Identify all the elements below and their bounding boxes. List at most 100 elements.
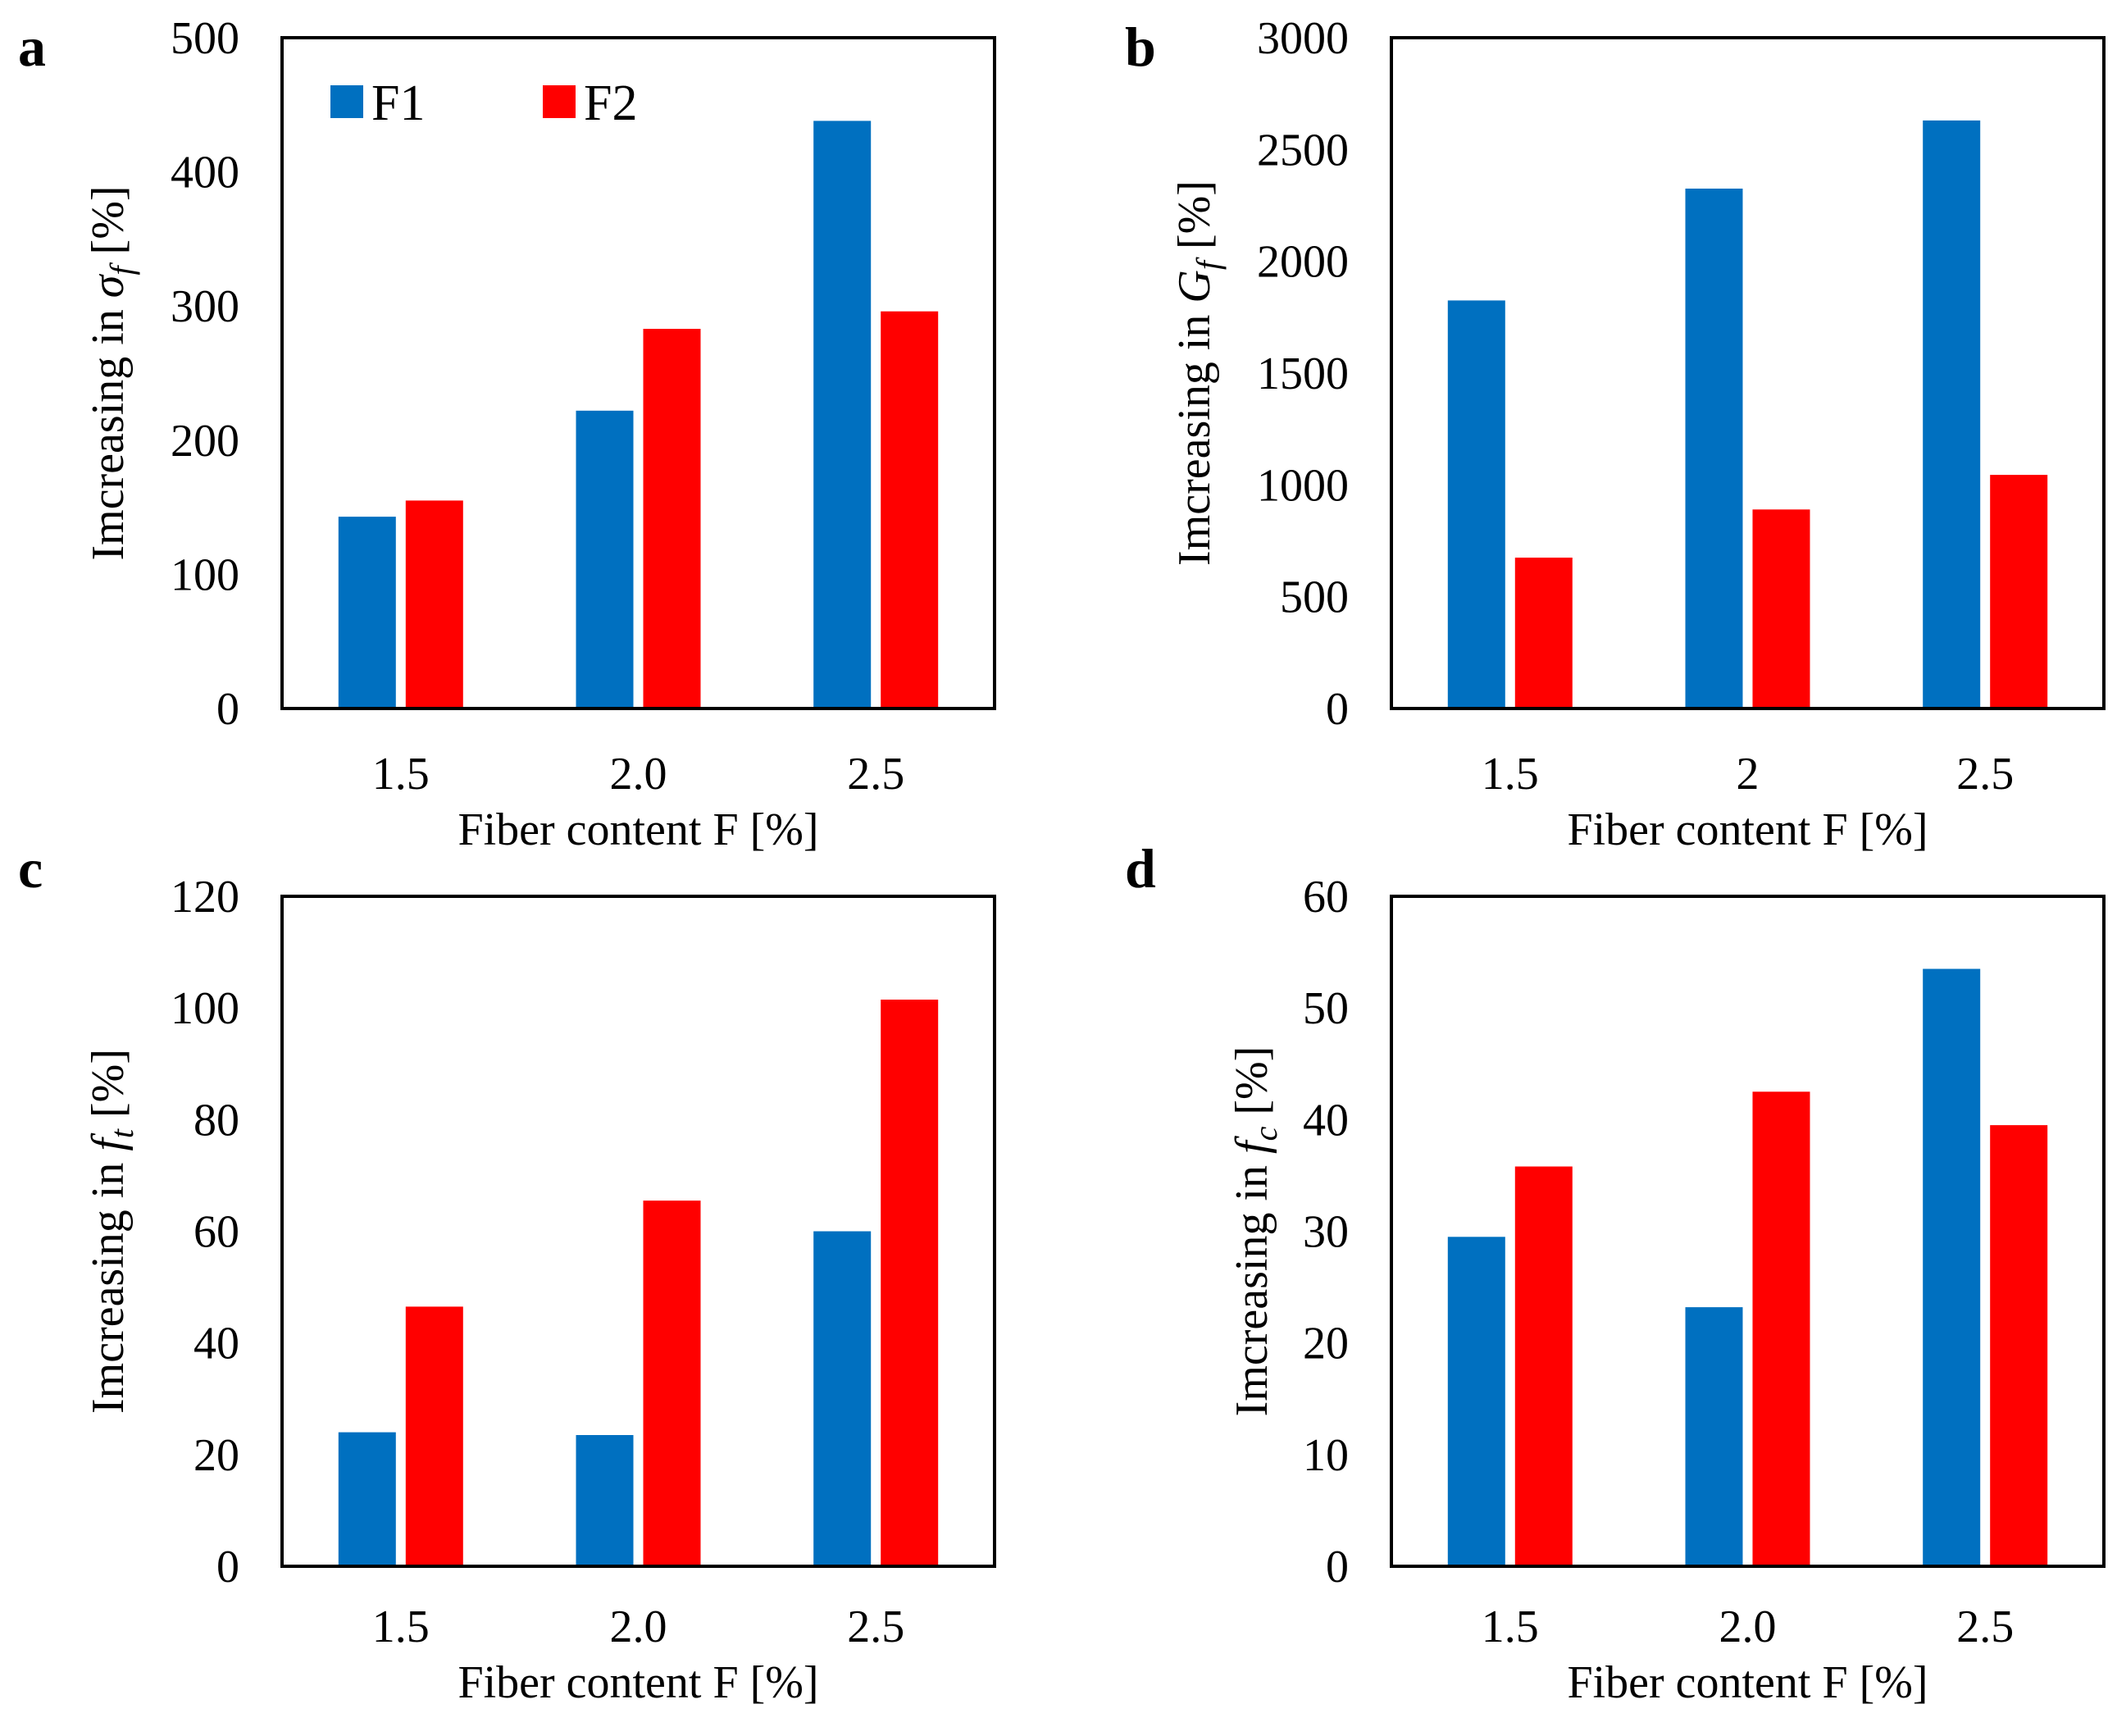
bar-f2-1.5 bbox=[405, 1306, 463, 1566]
x-tick-label: 2.0 bbox=[610, 749, 667, 800]
bar-f2-2.0 bbox=[643, 1201, 701, 1566]
y-tick-label: 500 bbox=[171, 13, 239, 64]
y-axis-title: Imcreasing in fc [%] bbox=[1227, 1046, 1284, 1417]
bar-f2-1.5 bbox=[1514, 558, 1573, 709]
y-axis-title-prefix: Imcreasing in bbox=[1169, 303, 1220, 566]
x-tick-label: 2.5 bbox=[847, 1602, 904, 1652]
y-tick-label: 400 bbox=[171, 148, 239, 198]
y-tick-label: 10 bbox=[1303, 1430, 1349, 1481]
y-tick-label: 2500 bbox=[1257, 125, 1349, 175]
plot-frame bbox=[280, 895, 996, 1568]
y-tick-label: 0 bbox=[1326, 684, 1349, 735]
bar-f2-2.0 bbox=[1752, 1091, 1810, 1566]
legend-label-f1: F1 bbox=[371, 75, 425, 131]
bar-f1-2.5 bbox=[1923, 968, 1981, 1566]
x-tick-label: 1.5 bbox=[1482, 1602, 1539, 1652]
plot-frame bbox=[1390, 895, 2106, 1568]
x-axis-title: Fiber content F [%] bbox=[458, 804, 818, 855]
y-axis-title-prefix: Imcreasing in bbox=[83, 298, 134, 560]
x-tick-label: 1.5 bbox=[372, 1602, 430, 1652]
y-tick-label: 0 bbox=[1326, 1542, 1349, 1592]
y-axis-title-suffix: [%] bbox=[83, 185, 134, 266]
bar-f1-2.0 bbox=[576, 410, 634, 709]
y-tick-label: 1000 bbox=[1257, 460, 1349, 511]
y-tick-label: 3000 bbox=[1257, 13, 1349, 64]
x-tick-label: 1.5 bbox=[1482, 749, 1539, 800]
y-tick-label: 50 bbox=[1303, 983, 1349, 1034]
bar-f1-1.5 bbox=[338, 517, 396, 709]
y-tick-label: 60 bbox=[1303, 872, 1349, 923]
y-tick-label: 120 bbox=[171, 872, 239, 923]
y-tick-label: 300 bbox=[171, 281, 239, 332]
y-tick-label: 30 bbox=[1303, 1207, 1349, 1258]
bar-f2-1.5 bbox=[405, 500, 463, 709]
y-axis-title-subscript: c bbox=[1247, 1126, 1284, 1141]
panel-label: b bbox=[1125, 16, 1156, 78]
y-axis-title: Imcreasing in ft [%] bbox=[83, 1049, 140, 1414]
y-axis-title-subscript: t bbox=[103, 1128, 140, 1138]
chart-panel-a: 1.5 2.0 2.5 0 100 200 300 400 500 Fiber content F… bbox=[18, 13, 996, 855]
x-tick-label: 2.5 bbox=[847, 749, 904, 800]
legend-swatch-f2 bbox=[543, 85, 576, 118]
bar-f2-2.5 bbox=[1990, 1125, 2048, 1566]
y-tick-label: 100 bbox=[171, 549, 239, 600]
bar-f1-2.0 bbox=[576, 1435, 634, 1566]
y-tick-label: 100 bbox=[171, 983, 239, 1034]
bar-f1-1.5 bbox=[338, 1432, 396, 1566]
chart-panel-c: 1.5 2.0 2.5 0 20 40 60 80 100 120 Fiber content F … bbox=[18, 837, 996, 1708]
legend-swatch-f1 bbox=[330, 85, 363, 118]
y-axis-title-prefix: Imcreasing in bbox=[1227, 1154, 1277, 1416]
y-tick-label: 500 bbox=[1280, 572, 1349, 623]
bar-f1-2.5 bbox=[813, 1231, 872, 1566]
panel-label: d bbox=[1125, 837, 1156, 900]
bar-f1-2.0 bbox=[1685, 1307, 1743, 1566]
panel-label: a bbox=[18, 16, 46, 78]
bar-f2-2 bbox=[1752, 509, 1810, 709]
y-tick-label: 20 bbox=[193, 1430, 239, 1481]
x-tick-label: 1.5 bbox=[372, 749, 430, 800]
y-axis-title: Imcreasing in Gf [%] bbox=[1169, 180, 1227, 566]
y-tick-label: 200 bbox=[171, 416, 239, 467]
legend: F1 F2 bbox=[330, 75, 637, 131]
y-tick-label: 40 bbox=[1303, 1095, 1349, 1146]
x-tick-label: 2.5 bbox=[1956, 1602, 2014, 1652]
y-tick-label: 1500 bbox=[1257, 349, 1349, 399]
x-tick-label: 2.5 bbox=[1956, 749, 2014, 800]
bar-f2-2.5 bbox=[881, 311, 939, 709]
bar-f2-2.0 bbox=[643, 329, 701, 709]
y-tick-label: 60 bbox=[193, 1207, 239, 1258]
y-tick-label: 0 bbox=[216, 684, 239, 735]
y-tick-label: 80 bbox=[193, 1095, 239, 1146]
y-axis-title-suffix: [%] bbox=[1227, 1046, 1277, 1127]
x-tick-label: 2.0 bbox=[610, 1602, 667, 1652]
x-axis-title: Fiber content F [%] bbox=[1567, 804, 1928, 855]
x-tick-label: 2.0 bbox=[1719, 1602, 1777, 1652]
bar-f1-2.5 bbox=[1923, 120, 1981, 709]
panel-label: c bbox=[18, 837, 43, 900]
bar-f1-1.5 bbox=[1447, 1237, 1505, 1566]
y-axis-title-symbol: G bbox=[1169, 270, 1220, 303]
chart-panel-b: 1.5 2 2.5 0 500 1000 1500 2000 2500 3000 Fiber con… bbox=[1125, 13, 2106, 855]
bar-f1-2 bbox=[1685, 189, 1743, 709]
plot-frame bbox=[1390, 36, 2106, 710]
y-tick-label: 40 bbox=[193, 1319, 239, 1369]
y-axis-title-symbol: σ bbox=[83, 273, 134, 298]
bar-f2-1.5 bbox=[1514, 1166, 1573, 1566]
y-axis-title: Imcreasing in σf [%] bbox=[83, 185, 140, 560]
bar-f2-2.5 bbox=[881, 1000, 939, 1566]
legend-label-f2: F2 bbox=[584, 75, 637, 131]
x-tick-label: 2 bbox=[1737, 749, 1760, 800]
y-axis-title-suffix: [%] bbox=[1169, 180, 1220, 261]
chart-panel-d: 1.5 2.0 2.5 0 10 20 30 40 50 60 Fiber content F [%… bbox=[1125, 837, 2106, 1708]
bar-f2-2.5 bbox=[1990, 475, 2048, 709]
y-tick-label: 0 bbox=[216, 1542, 239, 1592]
bar-f1-2.5 bbox=[813, 121, 872, 709]
y-tick-label: 20 bbox=[1303, 1319, 1349, 1369]
x-axis-title: Fiber content F [%] bbox=[458, 1657, 818, 1708]
bar-f1-1.5 bbox=[1447, 300, 1505, 709]
y-tick-label: 2000 bbox=[1257, 237, 1349, 288]
y-axis-title-suffix: [%] bbox=[83, 1049, 134, 1129]
plot-frame bbox=[280, 36, 996, 710]
y-axis-title-prefix: Imcreasing in bbox=[83, 1151, 134, 1414]
